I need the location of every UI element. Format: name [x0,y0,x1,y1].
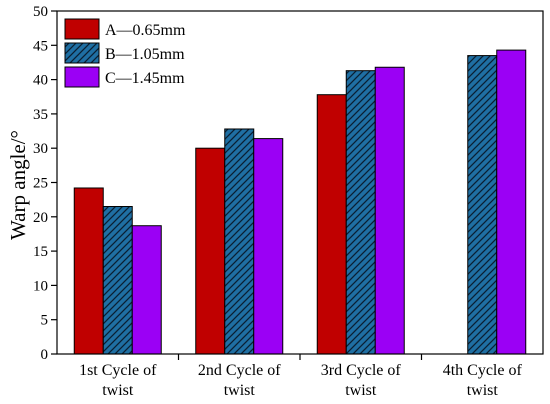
y-tick-label: 50 [33,4,48,20]
x-category-label: twist [467,382,499,399]
bar-c-cat-4 [496,49,527,355]
y-tick-label: 40 [33,73,48,89]
bars [73,49,527,360]
x-category-label: twist [102,382,134,399]
x-category-label: 1st Cycle of [79,362,157,379]
y-tick-label: 0 [41,347,49,363]
x-category-label: 2nd Cycle of [198,362,281,379]
x-axis-category-labels: 1st Cycle of twist 2nd Cycle of twist 3rd Cy… [79,362,522,399]
y-axis-ticks: 0 5 10 15 20 25 30 35 40 45 50 [33,4,57,363]
y-tick-label: 45 [33,38,48,54]
x-category-label: twist [345,382,377,399]
legend-label: B—1.05mm [105,46,185,63]
bar-c-cat-2 [253,138,284,355]
legend: A—0.65mm B—1.05mm C—1.45mm [64,18,186,88]
y-tick-label: 25 [33,176,48,192]
bar-c-cat-1 [131,225,162,355]
legend-swatch [64,66,100,88]
y-tick-label: 5 [41,313,49,329]
legend-label: A—0.65mm [105,22,186,39]
x-category-label: 4th Cycle of [443,362,523,379]
bar-b-cat-2 [224,128,255,355]
x-category-label: 3rd Cycle of [321,362,402,379]
y-tick-label: 35 [33,107,48,123]
bar-c-cat-3 [374,66,405,355]
y-axis-title: Warp angle/° [6,130,30,240]
bar-b-cat-1 [102,206,133,355]
legend-swatch [64,18,100,40]
y-tick-label: 10 [33,278,48,294]
plot-frame [56,10,544,355]
x-category-label: twist [224,382,256,399]
y-tick-label: 15 [33,244,48,260]
bar-a-cat-3 [316,94,347,355]
bar-a-cat-2 [195,147,226,355]
bar-b-cat-3 [345,70,376,355]
legend-swatch [64,42,100,64]
legend-label: C—1.45mm [105,70,185,87]
y-tick-label: 30 [33,141,48,157]
y-tick-label: 20 [33,210,48,226]
bar-a-cat-1 [73,187,104,355]
bar-b-cat-4 [467,55,498,355]
